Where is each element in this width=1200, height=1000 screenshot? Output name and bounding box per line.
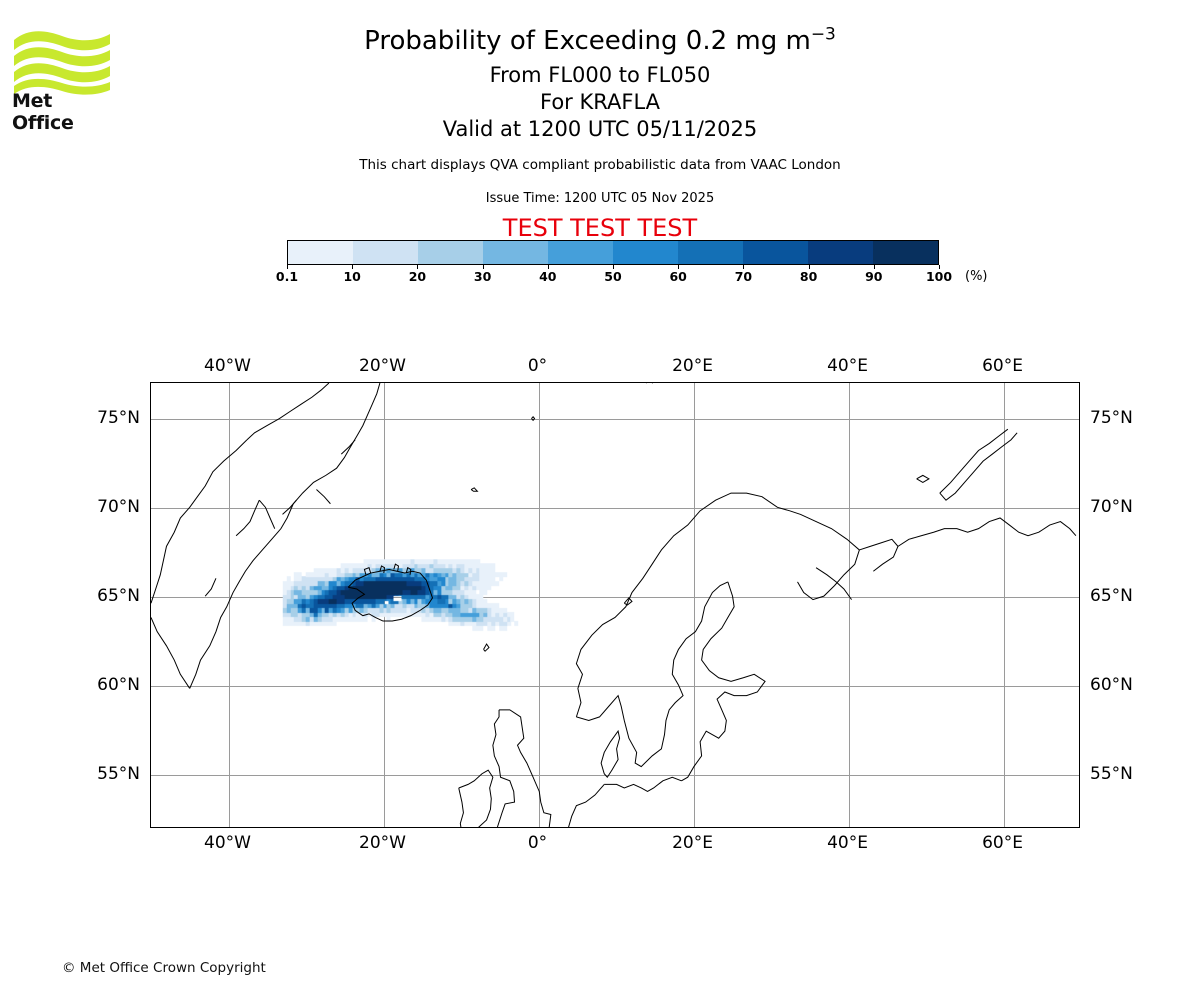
lat-tick-label-right: 55°N [1090, 764, 1133, 785]
lon-tick-label-bottom: 40°W [204, 833, 251, 853]
page-title-text: Probability of Exceeding 0.2 mg m [364, 26, 811, 56]
gridline-latitude [151, 418, 1079, 420]
gridline-latitude [151, 686, 1079, 688]
colorbar-gradient [287, 240, 939, 265]
colorbar-ticks: 0.1 10 20 30 40 50 60 70 80 90 100 [276, 265, 952, 285]
colorbar-tick-label: 50 [604, 269, 622, 284]
gridline-longitude [383, 383, 385, 827]
lat-tick-label-left: 75°N [97, 407, 140, 428]
test-banner: TEST TEST TEST [502, 214, 698, 242]
colorbar-segment-8 [808, 241, 873, 264]
lon-tick-label-top: 20°W [359, 356, 406, 376]
colorbar-segment-4 [548, 241, 613, 264]
logo-text: Met Office [12, 90, 74, 134]
colorbar-tickmark [743, 265, 745, 269]
colorbar-tick-label: 40 [539, 269, 557, 284]
lat-tick-label-right: 75°N [1090, 407, 1133, 428]
lon-tick-label-bottom: 20°E [672, 833, 713, 853]
colorbar-tickmark [287, 265, 288, 269]
met-office-logo [12, 26, 112, 114]
lon-tick-label-top: 0° [527, 356, 548, 376]
colorbar-tick-label: 100 [925, 269, 953, 284]
colorbar: 0.1 10 20 30 40 50 60 70 80 90 100 [276, 240, 952, 284]
page-title-exponent: −3 [810, 24, 836, 45]
gridline-longitude [848, 383, 850, 827]
colorbar-tickmark [873, 265, 875, 269]
gridline-latitude [151, 775, 1079, 777]
page-title: Probability of Exceeding 0.2 mg m−3 [0, 26, 1200, 56]
colorbar-tick-label: 80 [799, 269, 818, 284]
colorbar-tick-label: 20 [408, 269, 427, 284]
title-volcano: For KRAFLA [540, 90, 660, 114]
gridline-latitude [151, 597, 1079, 599]
lat-tick-label-left: 70°N [97, 496, 140, 517]
colorbar-segment-1 [353, 241, 418, 264]
map-panel[interactable] [150, 382, 1080, 828]
colorbar-tick-label: 60 [669, 269, 687, 284]
copyright-notice: © Met Office Crown Copyright [62, 960, 266, 976]
lat-tick-label-right: 70°N [1090, 496, 1133, 517]
lon-tick-label-top: 40°E [827, 356, 868, 376]
lat-tick-label-left: 55°N [97, 764, 140, 785]
colorbar-tick-label: 0.1 [275, 269, 299, 284]
lat-tick-label-left: 60°N [97, 675, 140, 696]
lon-tick-label-bottom: 20°W [359, 833, 406, 853]
lat-tick-label-right: 65°N [1090, 586, 1133, 607]
gridline-longitude [1003, 383, 1005, 827]
colorbar-segment-9 [873, 241, 938, 264]
colorbar-tickmark [678, 265, 680, 269]
colorbar-tickmark [808, 265, 810, 269]
lon-tick-label-bottom: 40°E [827, 833, 868, 853]
colorbar-tick-label: 70 [734, 269, 753, 284]
lat-tick-label-right: 60°N [1090, 675, 1133, 696]
gridline-longitude [228, 383, 230, 827]
title-valid-time: Valid at 1200 UTC 05/11/2025 [442, 117, 758, 141]
chart-subnote: This chart displays QVA compliant probab… [359, 157, 841, 173]
gridline-longitude [693, 383, 695, 827]
lat-tick-label-left: 65°N [97, 586, 140, 607]
colorbar-segment-5 [613, 241, 678, 264]
logo-waves-icon [14, 31, 110, 95]
colorbar-tickmark [547, 265, 549, 269]
lon-tick-label-bottom: 60°E [982, 833, 1023, 853]
colorbar-tick-label: 10 [343, 269, 361, 284]
colorbar-segment-6 [678, 241, 743, 264]
colorbar-segment-2 [418, 241, 483, 264]
lon-tick-label-top: 40°W [204, 356, 251, 376]
colorbar-segment-0 [288, 241, 353, 264]
colorbar-segment-3 [483, 241, 548, 264]
colorbar-tickmark [417, 265, 419, 269]
issue-time: Issue Time: 1200 UTC 05 Nov 2025 [485, 191, 715, 206]
colorbar-tickmark [613, 265, 614, 269]
colorbar-tickmark [352, 265, 354, 269]
colorbar-tickmark [939, 265, 940, 269]
lon-tick-label-top: 60°E [982, 356, 1023, 376]
colorbar-segment-7 [743, 241, 808, 264]
colorbar-tickmark [482, 265, 484, 269]
title-flight-levels: From FL000 to FL050 [489, 63, 711, 87]
lon-tick-label-bottom: 0° [527, 833, 548, 853]
gridline-latitude [151, 507, 1079, 509]
colorbar-tick-label: 30 [473, 269, 492, 284]
colorbar-tick-label: 90 [865, 269, 883, 284]
gridline-longitude [538, 383, 540, 827]
lon-tick-label-top: 20°E [672, 356, 713, 376]
map-gridlines [151, 383, 1079, 827]
colorbar-unit-label: (%) [965, 269, 988, 284]
